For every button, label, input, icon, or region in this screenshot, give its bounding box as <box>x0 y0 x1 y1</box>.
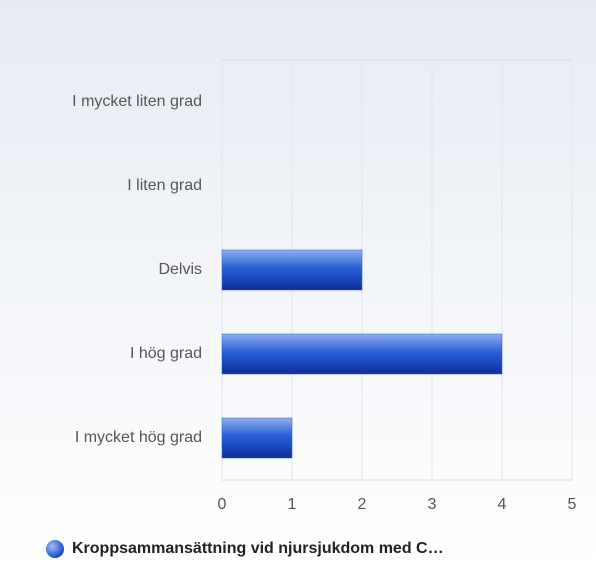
bar <box>221 333 503 375</box>
bar <box>221 417 293 459</box>
x-tick-label: 0 <box>218 496 227 513</box>
x-tick-label: 2 <box>358 496 367 513</box>
x-tick-label: 5 <box>568 496 577 513</box>
legend-label: Kroppsammansättning vid njursjukdom med … <box>72 540 444 557</box>
x-tick-label: 4 <box>498 496 507 513</box>
y-tick-label: Delvis <box>158 261 202 278</box>
x-tick-label: 3 <box>428 496 437 513</box>
x-tick-label: 1 <box>288 496 297 513</box>
y-tick-label: I mycket hög grad <box>75 429 202 446</box>
y-tick-label: I hög grad <box>130 345 202 362</box>
y-tick-label: I mycket liten grad <box>72 93 202 110</box>
bar <box>221 249 363 291</box>
y-tick-label: I liten grad <box>127 177 202 194</box>
legend-swatch <box>46 540 64 558</box>
